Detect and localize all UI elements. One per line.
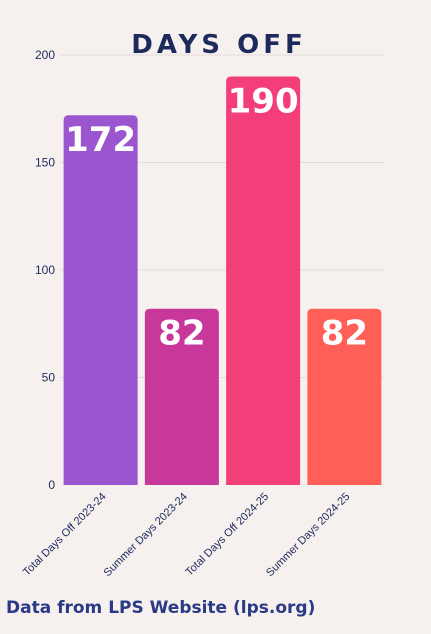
y-tick-label: 200 [35,48,55,62]
x-tick-label: Total Days Off 2023-24 [21,491,109,579]
y-axis: 0 50 100 150 200 [35,48,55,492]
source-note: Data from LPS Website (lps.org) [6,598,316,618]
bar-data-label: 82 [321,314,368,354]
y-tick-label: 0 [48,478,55,492]
bar-data-label: 190 [228,82,299,122]
bars: 172 82 190 82 [63,76,382,485]
y-tick-label: 50 [42,371,56,385]
bar-data-label: 172 [65,120,136,160]
bar [63,115,138,485]
x-tick-label: Summer Days 2024-25 [264,491,352,579]
bar [307,308,382,485]
x-tick-label: Total Days Off 2024-25 [183,491,271,579]
bar-data-label: 82 [158,314,205,354]
bar [144,308,219,485]
y-tick-label: 100 [35,263,55,277]
y-tick-label: 150 [35,156,55,170]
bar [226,76,301,485]
x-tick-label: Summer Days 2023-24 [102,491,190,579]
